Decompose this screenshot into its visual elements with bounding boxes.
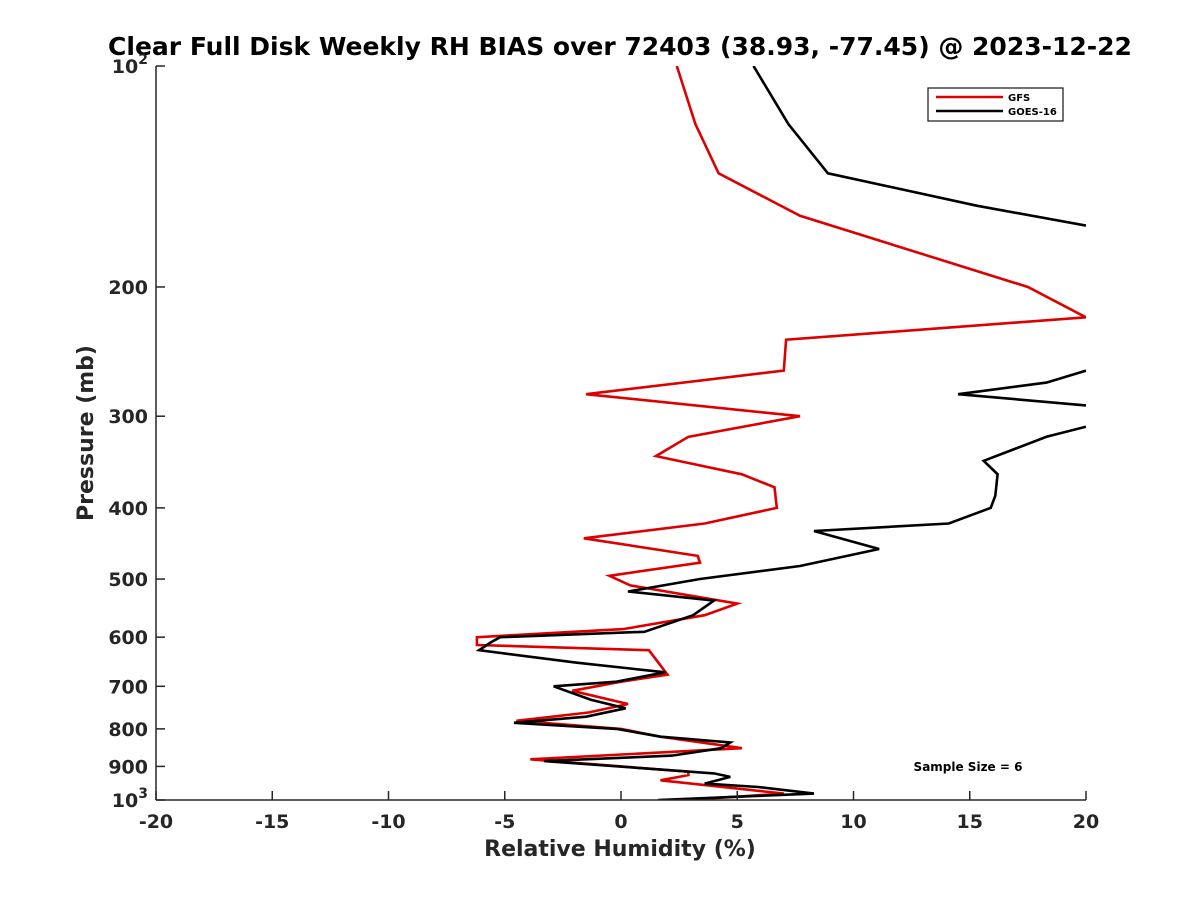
legend-label: GFS (1008, 93, 1030, 104)
y-tick-label: 600 (108, 627, 148, 649)
x-tick-label: -15 (255, 811, 289, 833)
x-axis-label: Relative Humidity (%) (484, 837, 756, 862)
y-tick-label: 900 (108, 756, 148, 778)
y-tick-label: 103 (112, 786, 148, 812)
x-tick-label: 15 (957, 811, 983, 833)
ticks-layer: -20 -15 -10 -5 0 5 10 15 20 102 200 300 400 500 600 700… (108, 52, 1099, 833)
x-tick-label: -10 (371, 811, 405, 833)
y-tick-label: 300 (108, 406, 148, 428)
x-tick-label: -20 (139, 811, 173, 833)
x-tick-label: 10 (840, 811, 866, 833)
axes-layer (155, 66, 1086, 801)
chart-title: Clear Full Disk Weekly RH BIAS over 7240… (108, 32, 1132, 61)
y-tick-label: 200 (108, 277, 148, 299)
series-line-goes-16 (475, 66, 1086, 800)
x-tick-label: 20 (1073, 811, 1099, 833)
sample-size-annotation: Sample Size = 6 (914, 760, 1023, 774)
y-tick-label: 400 (108, 498, 148, 520)
x-tick-label: 0 (614, 811, 627, 833)
legend-label: GOES-16 (1008, 107, 1057, 118)
legend-box (927, 87, 1064, 122)
series-line-gfs (475, 66, 1086, 800)
y-axis-label: Pressure (mb) (74, 345, 99, 521)
y-tick-label: 102 (112, 52, 148, 78)
x-tick-label: -5 (494, 811, 515, 833)
y-tick-label: 800 (108, 719, 148, 741)
x-tick-label: 5 (731, 811, 744, 833)
y-tick-label: 500 (108, 569, 148, 591)
legend: GFS GOES-16 (927, 87, 1064, 122)
series-layer (475, 66, 1086, 800)
y-tick-label: 700 (108, 676, 148, 698)
